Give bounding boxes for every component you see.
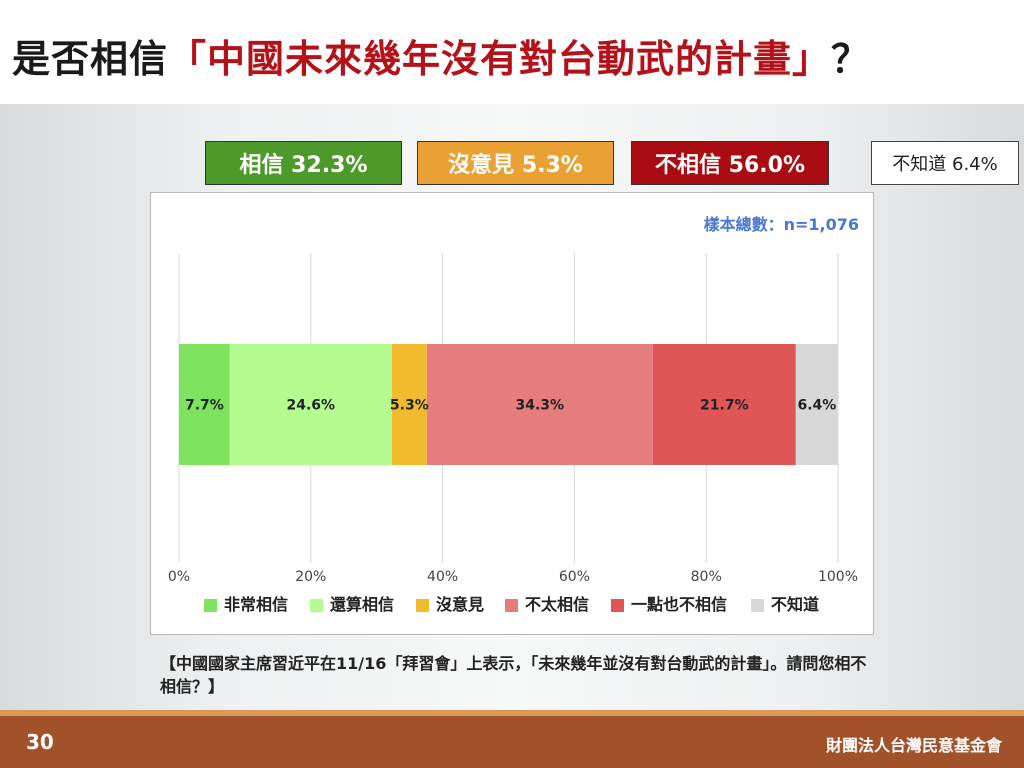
title-prefix: 是否相信: [12, 37, 169, 81]
legend-label: 一點也不相信: [631, 595, 727, 614]
title-suffix: ？: [831, 37, 871, 81]
legend-swatch: [310, 599, 323, 612]
bar-segment: [229, 344, 392, 465]
slide-title: 是否相信「中國未來幾年沒有對台動武的計畫」？: [12, 28, 1012, 88]
footer-stripe: [0, 710, 1024, 716]
bar-segment: [795, 344, 838, 465]
data-labels: 7.7% 24.6% 5.3% 34.3% 21.7% 6.4%: [185, 398, 836, 414]
summary-believe-box: 相信 32.3%: [205, 141, 402, 185]
legend-label: 沒意見: [436, 595, 484, 614]
footer-bar: 30 財團法人台灣民意基金會: [0, 716, 1024, 768]
sample-size-annotation: 樣本總數：n=1,076: [704, 215, 859, 234]
bar-segment: [426, 344, 653, 465]
legend-label: 不知道: [771, 595, 819, 614]
legend-swatch: [505, 599, 518, 612]
x-tick-label: 40%: [427, 569, 458, 585]
chart-panel: 7.7% 24.6% 5.3% 34.3% 21.7% 6.4% 0% 20% 40% 60% 8…: [150, 192, 874, 635]
data-label: 5.3%: [390, 398, 429, 414]
x-tick-label: 0%: [168, 569, 190, 585]
summary-no-opinion-box: 沒意見 5.3%: [417, 141, 614, 185]
x-tick-label: 60%: [559, 569, 590, 585]
legend-swatch: [204, 599, 217, 612]
legend-swatch: [751, 599, 764, 612]
summary-disbelieve-box: 不相信 56.0%: [631, 141, 829, 185]
legend-swatch: [416, 599, 429, 612]
legend-label: 不太相信: [525, 595, 589, 614]
legend-label: 還算相信: [330, 595, 394, 614]
summary-unknown-box: 不知道 6.4%: [871, 141, 1019, 185]
x-axis-ticks: 0% 20% 40% 60% 80% 100%: [168, 569, 858, 585]
title-quote: 「中國未來幾年沒有對台動武的計畫」: [168, 37, 832, 81]
data-label: 24.6%: [287, 398, 336, 414]
x-tick-label: 100%: [818, 569, 858, 585]
stacked-bar-chart: 7.7% 24.6% 5.3% 34.3% 21.7% 6.4% 0% 20% 40% 60% 8…: [168, 215, 859, 614]
legend-label: 非常相信: [224, 595, 288, 614]
bar-segment: [652, 344, 796, 465]
x-tick-label: 20%: [295, 569, 326, 585]
bar-segments: [179, 344, 838, 465]
organization-name: 財團法人台灣民意基金會: [825, 736, 1002, 755]
page-number: 30: [26, 730, 54, 754]
bar-segment: [179, 344, 230, 465]
data-label: 21.7%: [700, 398, 749, 414]
x-tick-label: 80%: [691, 569, 722, 585]
data-label: 6.4%: [797, 398, 836, 414]
chart-legend: 非常相信 還算相信 沒意見 不太相信 一點也不相信 不知道: [204, 595, 819, 614]
data-label: 34.3%: [516, 398, 565, 414]
question-text: 【中國國家主席習近平在11/16「拜習會」上表示，「未來幾年並沒有對台動武的計畫…: [160, 654, 867, 696]
bar-segment: [391, 344, 427, 465]
legend-swatch: [611, 599, 624, 612]
data-label: 7.7%: [185, 398, 224, 414]
